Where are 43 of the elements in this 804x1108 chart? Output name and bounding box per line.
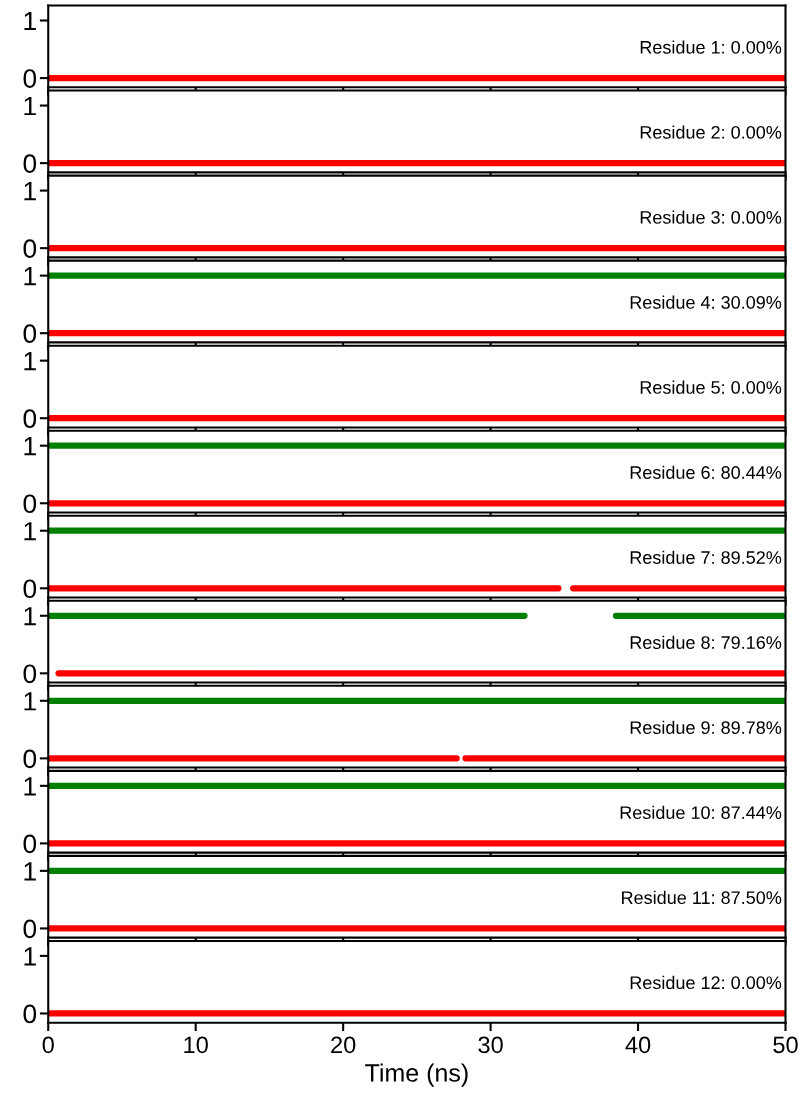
- y-tick-label: 1: [24, 352, 36, 371]
- y-tick-label: 0: [23, 834, 37, 854]
- y-tick-label: 0: [23, 749, 37, 769]
- y-tick-label: 0: [23, 919, 37, 939]
- annotation: Residue 11: 87.50%: [622, 890, 782, 905]
- y-tick-label: 1: [24, 437, 36, 456]
- annotation: Residue 6: 80.44%: [630, 465, 782, 479]
- y-tick-label: 0: [23, 239, 37, 258]
- x-axis-title: Time (ns): [365, 1063, 468, 1087]
- y-tick-label: 0: [23, 494, 37, 514]
- annotation: Residue 1: 0.00%: [640, 40, 782, 54]
- y-tick-label: 0: [23, 664, 37, 684]
- y-tick-label: 1: [24, 777, 36, 796]
- x-tick-label: 40: [625, 1036, 651, 1054]
- x-tick-label: 30: [478, 1036, 503, 1054]
- x-tick-label: 50: [773, 1036, 798, 1054]
- y-tick-label: 0: [23, 409, 37, 429]
- annotation: Residue 7: 89.52%: [630, 550, 782, 564]
- annotation: Residue 10: 87.44%: [620, 805, 782, 820]
- annotation: Residue 5: 0.00%: [640, 380, 782, 394]
- y-tick-label: 1: [24, 947, 36, 966]
- y-tick-label: 1: [24, 11, 36, 31]
- y-tick-label: 1: [24, 862, 36, 881]
- annotation: Residue 3: 0.00%: [640, 210, 782, 224]
- annotation: Residue 4: 30.09%: [630, 295, 782, 309]
- annotation: Residue 12: 0.00%: [630, 975, 782, 990]
- x-tick-label: 10: [184, 1036, 208, 1054]
- y-tick-label: 1: [24, 181, 36, 201]
- y-tick-label: 0: [23, 69, 37, 88]
- y-tick-label: 0: [23, 1004, 37, 1024]
- y-tick-label: 1: [24, 692, 36, 711]
- y-tick-label: 1: [24, 607, 36, 626]
- y-tick-label: 0: [23, 579, 37, 599]
- annotation: Residue 2: 0.00%: [640, 125, 782, 139]
- y-tick-label: 1: [24, 267, 36, 286]
- annotation: Residue 9: 89.78%: [630, 720, 782, 734]
- annotation: Residue 8: 79.16%: [630, 635, 782, 649]
- x-tick-label: 20: [331, 1036, 356, 1054]
- y-tick-label: 0: [23, 154, 37, 173]
- y-tick-label: 0: [23, 324, 37, 344]
- x-tick-label: 0: [42, 1036, 54, 1054]
- y-tick-label: 1: [24, 522, 36, 541]
- y-tick-label: 1: [24, 96, 36, 116]
